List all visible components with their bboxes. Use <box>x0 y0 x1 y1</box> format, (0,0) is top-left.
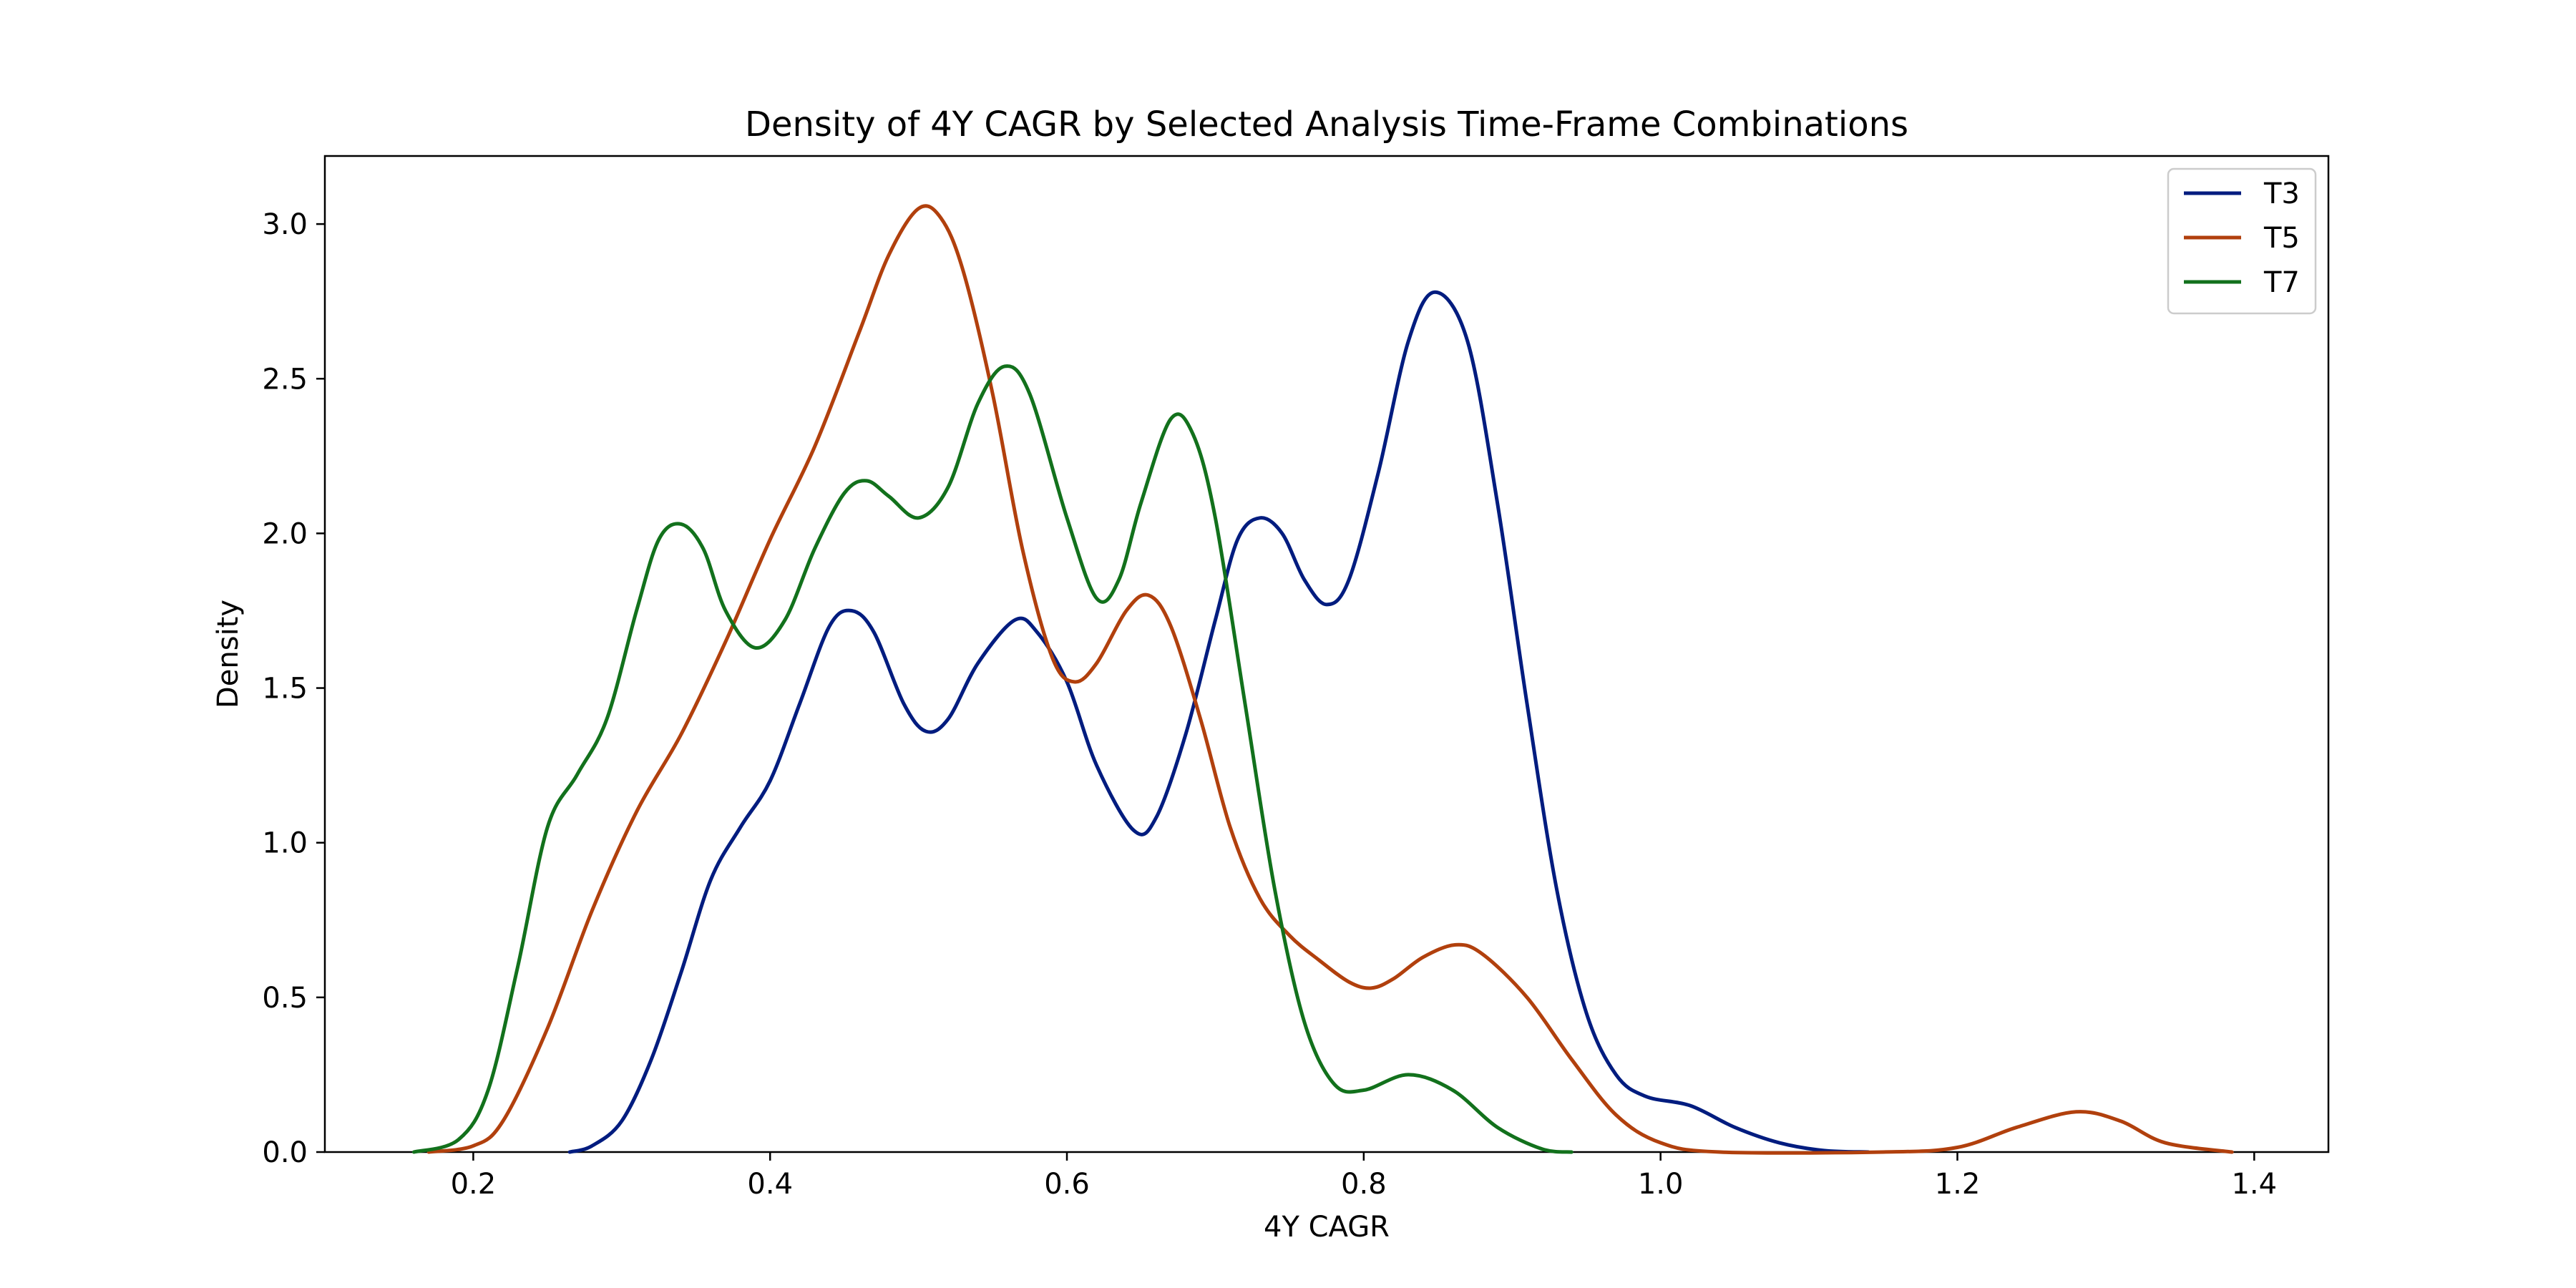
series-line-t7 <box>411 364 1574 1154</box>
plot-frame <box>323 155 2330 1153</box>
legend-label-t7: T7 <box>2263 266 2300 299</box>
plot-area <box>323 155 2330 1155</box>
series-line-t5 <box>426 204 2234 1155</box>
y-tick-label: 1.0 <box>262 827 308 860</box>
legend: T3 T5 T7 <box>2167 167 2317 315</box>
x-axis-ticks: 0.2 0.4 0.6 0.8 1.0 1.2 1.4 <box>451 1152 2277 1201</box>
x-tick-label: 0.8 <box>1341 1168 1387 1201</box>
x-tick-label: 1.4 <box>2231 1168 2277 1201</box>
legend-label-t5: T5 <box>2263 222 2300 255</box>
y-tick-label: 0.5 <box>262 982 308 1015</box>
y-tick-label: 2.0 <box>262 517 308 550</box>
x-tick-label: 1.2 <box>1935 1168 1981 1201</box>
legend-items: T3 T5 T7 <box>2184 177 2300 299</box>
y-tick-label: 2.5 <box>262 363 308 396</box>
y-tick-label: 3.0 <box>262 208 308 241</box>
x-tick-label: 0.4 <box>747 1168 793 1201</box>
legend-frame <box>2167 167 2317 315</box>
series-line-t3 <box>567 290 1870 1154</box>
y-tick-label: 1.5 <box>262 673 308 706</box>
x-axis-label: 4Y CAGR <box>1264 1211 1390 1244</box>
chart-title: Density of 4Y CAGR by Selected Analysis … <box>745 104 1908 145</box>
x-tick-label: 1.0 <box>1638 1168 1684 1201</box>
y-tick-label: 0.0 <box>262 1136 308 1169</box>
y-axis-label: Density <box>212 600 245 708</box>
series-layer <box>411 204 2234 1155</box>
legend-label-t3: T3 <box>2263 177 2300 210</box>
x-tick-label: 0.2 <box>451 1168 497 1201</box>
x-tick-label: 0.6 <box>1044 1168 1090 1201</box>
y-axis-ticks: 0.0 0.5 1.0 1.5 2.0 2.5 3.0 <box>262 208 325 1169</box>
